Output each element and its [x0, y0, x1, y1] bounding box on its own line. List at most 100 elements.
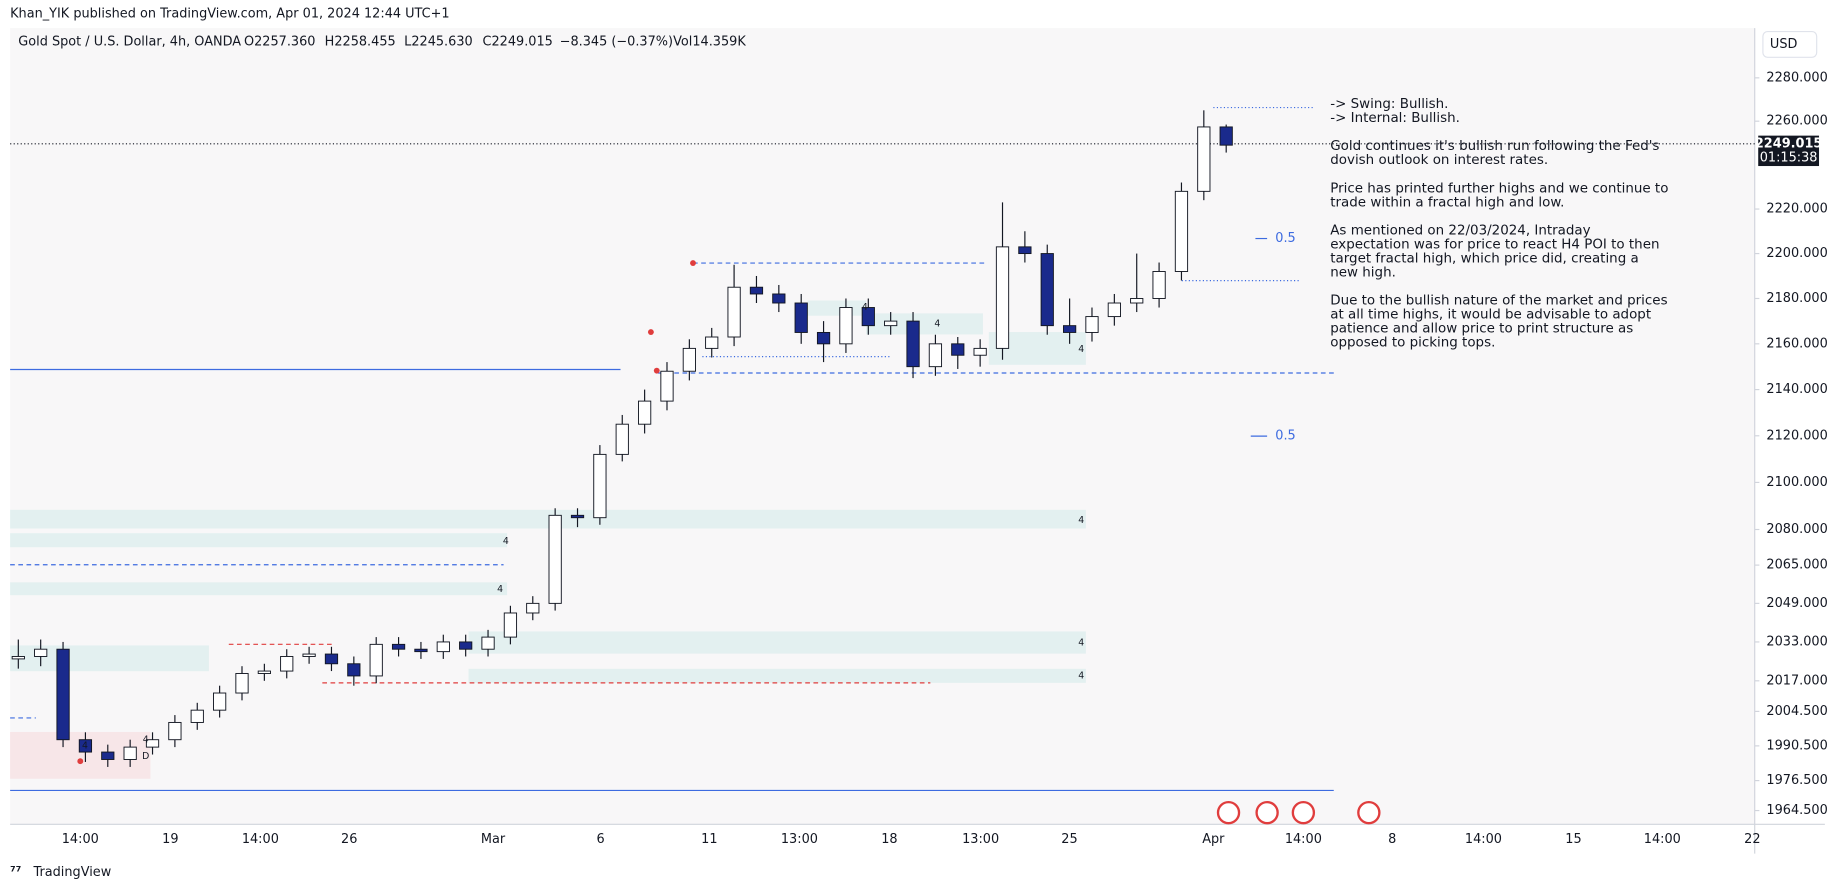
price-tag [1758, 135, 1820, 167]
note-line: -> Swing: Bullish. [1330, 97, 1448, 112]
x-tick-label: 19 [162, 832, 178, 847]
candle-body [772, 293, 786, 304]
candle-body [1152, 271, 1166, 299]
y-tick-label: 1976.500 [1766, 773, 1827, 788]
candle-body [302, 653, 316, 657]
y-tick-label: 2049.000 [1766, 596, 1827, 611]
candle-body [1085, 316, 1099, 333]
candle-body [1040, 253, 1054, 327]
y-tick-label: 2100.000 [1766, 475, 1827, 490]
fib-label: 0.5 [1275, 429, 1295, 444]
candle-body [973, 347, 987, 356]
candle-body [168, 721, 182, 741]
footer-logo: TradingView [33, 865, 112, 880]
swing-marker [690, 260, 696, 267]
y-tick-label: 2140.000 [1766, 382, 1827, 397]
candle-body [1018, 246, 1032, 255]
x-tick-label: Apr [1202, 832, 1225, 847]
event-flag[interactable] [1357, 800, 1381, 825]
x-tick-label: 14:00 [1465, 832, 1502, 847]
candle-body [235, 673, 249, 694]
logo-mark: ⁷⁷ [10, 865, 21, 880]
candle-body [682, 347, 696, 372]
y-tick-label: 2180.000 [1766, 291, 1827, 306]
zone [807, 300, 867, 316]
event-flag[interactable] [1216, 800, 1241, 825]
zone-label: 4 [1078, 670, 1084, 681]
ohlc-high: H2258.455 [325, 35, 396, 50]
candle-body [526, 602, 540, 614]
candle-body [593, 453, 607, 519]
x-tick-label: 15 [1565, 832, 1581, 847]
candle-body [369, 643, 383, 677]
candle-body [995, 246, 1010, 349]
candle-body [280, 656, 294, 672]
y-tick-label: 2260.000 [1766, 114, 1827, 129]
note-line: expectation was for price to react H4 PO… [1330, 237, 1659, 252]
candle-body [34, 648, 48, 657]
note-line: target fractal high, which price did, cr… [1330, 251, 1638, 266]
x-tick-label: 14:00 [1644, 832, 1681, 847]
candles [11, 110, 1233, 767]
candle-body [101, 751, 115, 760]
y-tick-label: 2120.000 [1766, 428, 1827, 443]
zone-label: 4 [82, 741, 88, 752]
x-tick-label: 6 [597, 832, 605, 847]
candle-body [884, 320, 898, 327]
y-tick-label: 2004.500 [1766, 704, 1827, 719]
x-tick-label: 26 [341, 832, 357, 847]
note-line: dovish outlook on interest rates. [1330, 153, 1548, 168]
zone [866, 313, 983, 335]
candle-body [1174, 190, 1189, 272]
candle-body [1197, 126, 1211, 192]
zone-label: 4 [503, 536, 509, 547]
zones [10, 300, 1086, 779]
markers [77, 260, 696, 765]
note-line: -> Internal: Bullish. [1330, 111, 1460, 126]
zone-label: 4 [1078, 515, 1084, 526]
plot-bg [10, 28, 1755, 825]
x-tick-label: 11 [701, 832, 717, 847]
x-tick-label: Mar [481, 832, 506, 847]
note-line: As mentioned on 22/03/2024, Intraday [1330, 223, 1590, 238]
y-tick-label: 2065.000 [1766, 558, 1827, 573]
candle-body [570, 514, 585, 519]
candle-body [727, 286, 741, 338]
candle-body [705, 336, 719, 349]
ohlc-change: −8.345 (−0.37%) [560, 35, 673, 50]
swing-marker [77, 758, 84, 765]
candle-body [78, 739, 93, 753]
y-tick-label: 1964.500 [1766, 803, 1827, 818]
candle-body [324, 653, 339, 665]
candle-body [436, 641, 450, 653]
x-tick-label: 13:00 [962, 832, 999, 847]
x-tick-label: 8 [1388, 832, 1396, 847]
ohlc-close: C2249.015 [483, 35, 553, 50]
zone-label: 4 [934, 318, 940, 329]
y-tick-label: 2220.000 [1766, 202, 1827, 217]
x-tick-label: 25 [1061, 832, 1077, 847]
currency-button[interactable] [1762, 30, 1818, 58]
y-tick-label: 2280.000 [1766, 70, 1827, 85]
event-flag[interactable] [1255, 800, 1279, 825]
note-line: new high. [1330, 265, 1396, 280]
y-tick-label: 2017.000 [1766, 673, 1827, 688]
zone-label: 4 [143, 735, 149, 746]
levels [10, 106, 1755, 792]
x-tick-label: 14:00 [242, 832, 279, 847]
zone-label: 4 [1078, 344, 1084, 355]
x-tick-label: 14:00 [1285, 832, 1322, 847]
candle-body [638, 400, 652, 425]
candle-body [1107, 302, 1121, 318]
currency: USD [1770, 37, 1798, 52]
zone [10, 582, 508, 596]
y-tick-label: 2160.000 [1766, 336, 1827, 351]
zone-label: 4 [1078, 638, 1084, 649]
x-tick-label: 13:00 [781, 832, 818, 847]
candle-body [481, 636, 495, 650]
candle-body [503, 612, 518, 638]
candle-body [928, 343, 943, 368]
price-tag-value: 2249.015 [1755, 136, 1823, 151]
event-flag[interactable] [1291, 800, 1316, 825]
